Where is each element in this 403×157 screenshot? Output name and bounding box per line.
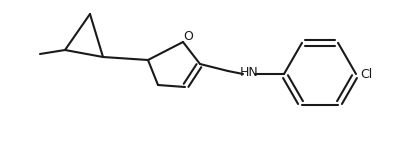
Text: HN: HN: [240, 65, 258, 78]
Text: O: O: [183, 30, 193, 43]
Text: Cl: Cl: [360, 68, 372, 81]
